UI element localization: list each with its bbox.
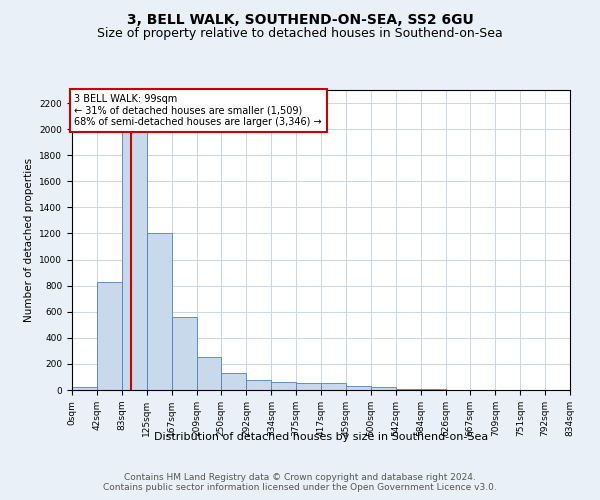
Bar: [221, 373, 247, 390]
Bar: [271, 382, 296, 390]
Bar: [247, 380, 271, 390]
Bar: [346, 386, 371, 390]
Text: Size of property relative to detached houses in Southend-on-Sea: Size of property relative to detached ho…: [97, 28, 503, 40]
Text: Distribution of detached houses by size in Southend-on-Sea: Distribution of detached houses by size …: [154, 432, 488, 442]
Bar: [321, 384, 346, 390]
Bar: [122, 116, 146, 390]
Text: 3 BELL WALK: 99sqm
← 31% of detached houses are smaller (1,509)
68% of semi-deta: 3 BELL WALK: 99sqm ← 31% of detached hou…: [74, 94, 322, 127]
Bar: [97, 282, 122, 390]
Bar: [72, 388, 97, 390]
Bar: [146, 234, 172, 390]
Bar: [296, 383, 321, 390]
Text: 3, BELL WALK, SOUTHEND-ON-SEA, SS2 6GU: 3, BELL WALK, SOUTHEND-ON-SEA, SS2 6GU: [127, 12, 473, 26]
Bar: [371, 388, 395, 390]
Bar: [172, 317, 197, 390]
Y-axis label: Number of detached properties: Number of detached properties: [24, 158, 34, 322]
Bar: [395, 388, 421, 390]
Text: Contains HM Land Registry data © Crown copyright and database right 2024.
Contai: Contains HM Land Registry data © Crown c…: [103, 473, 497, 492]
Bar: [197, 358, 221, 390]
